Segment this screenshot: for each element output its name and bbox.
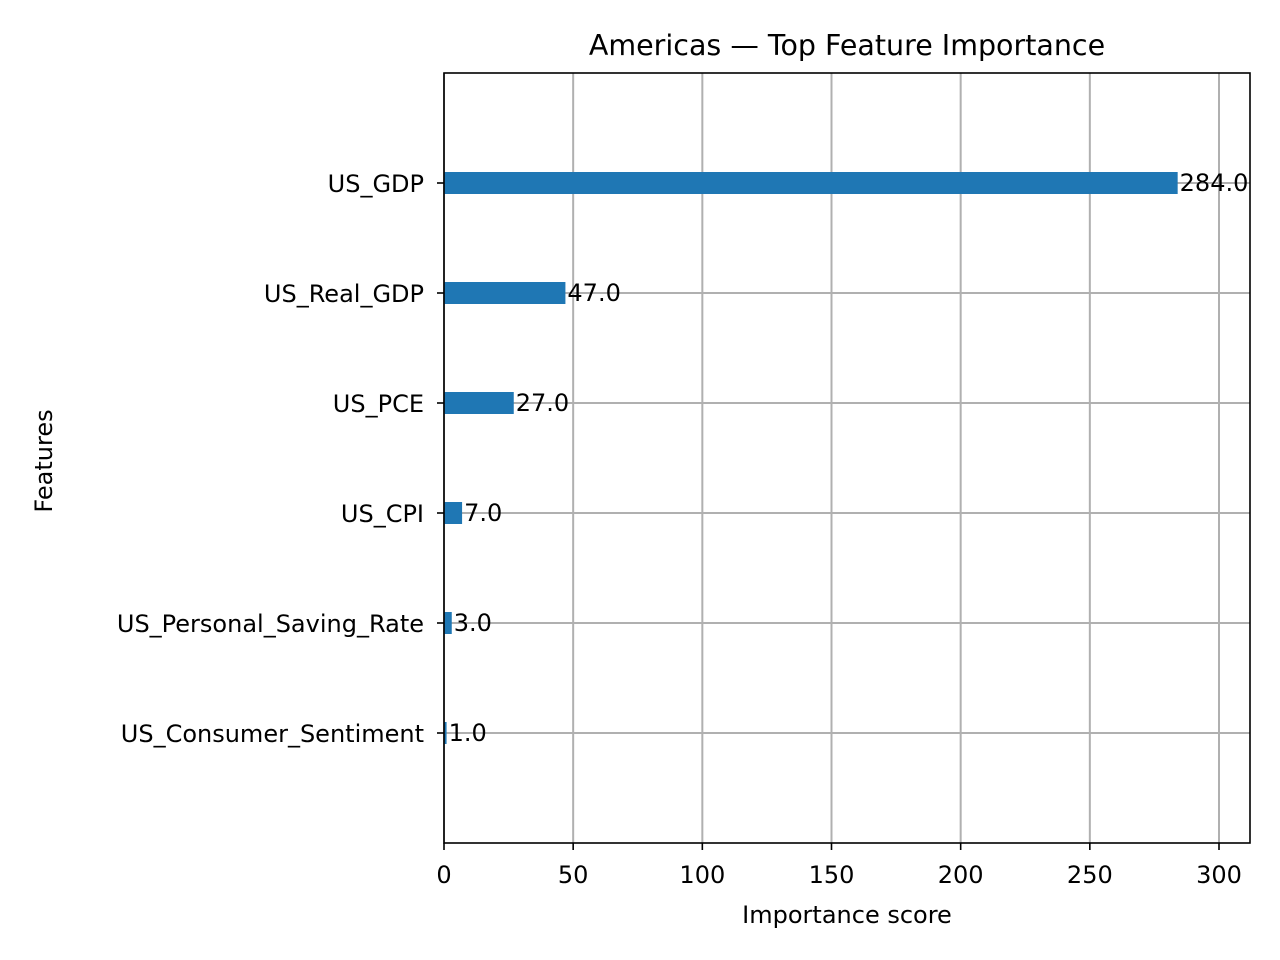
bar-us-real-gdp <box>444 282 566 304</box>
axis-ticks: 0 50 100 150 200 250 300 US_Consumer_Sentiment U… <box>117 170 1242 889</box>
bar-us-gdp <box>444 172 1178 194</box>
chart-title: Americas — Top Feature Importance <box>589 29 1105 62</box>
bar-value-label: 47.0 <box>567 279 620 307</box>
x-tick-label: 200 <box>938 861 984 889</box>
bar-value-label: 7.0 <box>464 499 502 527</box>
bar-us-pce <box>444 392 514 414</box>
y-tick-label: US_Consumer_Sentiment <box>121 720 424 748</box>
bars <box>444 172 1178 744</box>
x-tick-label: 250 <box>1067 861 1113 889</box>
x-tick-label: 100 <box>679 861 725 889</box>
bar-us-cpi <box>444 502 463 524</box>
y-tick-label: US_Personal_Saving_Rate <box>117 610 424 638</box>
bar-us-consumer-sentiment <box>444 722 447 744</box>
bar-value-label: 284.0 <box>1180 169 1249 197</box>
y-tick-label: US_GDP <box>328 170 424 198</box>
y-tick-label: US_PCE <box>333 390 424 418</box>
x-tick-label: 50 <box>558 861 589 889</box>
y-axis-label: Features <box>30 409 58 512</box>
x-tick-label: 150 <box>809 861 855 889</box>
plot-frame <box>443 72 1251 844</box>
data-labels: 1.0 3.0 7.0 27.0 47.0 284.0 <box>449 169 1249 747</box>
x-axis-label: Importance score <box>742 901 952 929</box>
bar-value-label: 27.0 <box>516 389 569 417</box>
x-tick-label: 300 <box>1196 861 1242 889</box>
bar-us-personal-saving-rate <box>444 612 452 634</box>
x-tick-label: 0 <box>436 861 451 889</box>
plot-background <box>444 73 1250 843</box>
y-tick-label: US_Real_GDP <box>264 280 424 308</box>
bar-value-label: 1.0 <box>449 719 487 747</box>
bar-value-label: 3.0 <box>454 609 492 637</box>
y-tick-label: US_CPI <box>341 500 424 528</box>
